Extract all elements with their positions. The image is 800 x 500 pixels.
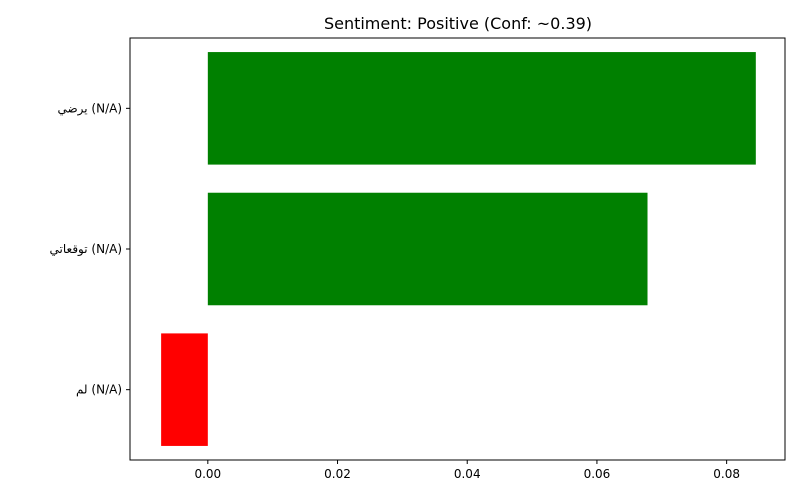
- bar-2: [207, 192, 648, 306]
- bar-3: [161, 333, 208, 446]
- x-axis: 0.00 0.02 0.04 0.06 0.08: [194, 460, 740, 481]
- x-tick-label: 0.02: [324, 467, 351, 481]
- y-tick-label: لم (N/A): [76, 383, 122, 397]
- x-tick-label: 0.04: [454, 467, 481, 481]
- y-tick-label: يرضي (N/A): [57, 101, 122, 116]
- y-tick-label: توقعاتي (N/A): [50, 242, 122, 257]
- chart-title: Sentiment: Positive (Conf: ~0.39): [324, 14, 592, 33]
- bar-1: [207, 52, 756, 165]
- x-tick-label: 0.08: [713, 467, 740, 481]
- x-tick-label: 0.06: [584, 467, 611, 481]
- bars-layer: [161, 52, 756, 446]
- y-axis: يرضي (N/A) توقعاتي (N/A) لم (N/A): [50, 101, 130, 397]
- x-tick-label: 0.00: [194, 467, 221, 481]
